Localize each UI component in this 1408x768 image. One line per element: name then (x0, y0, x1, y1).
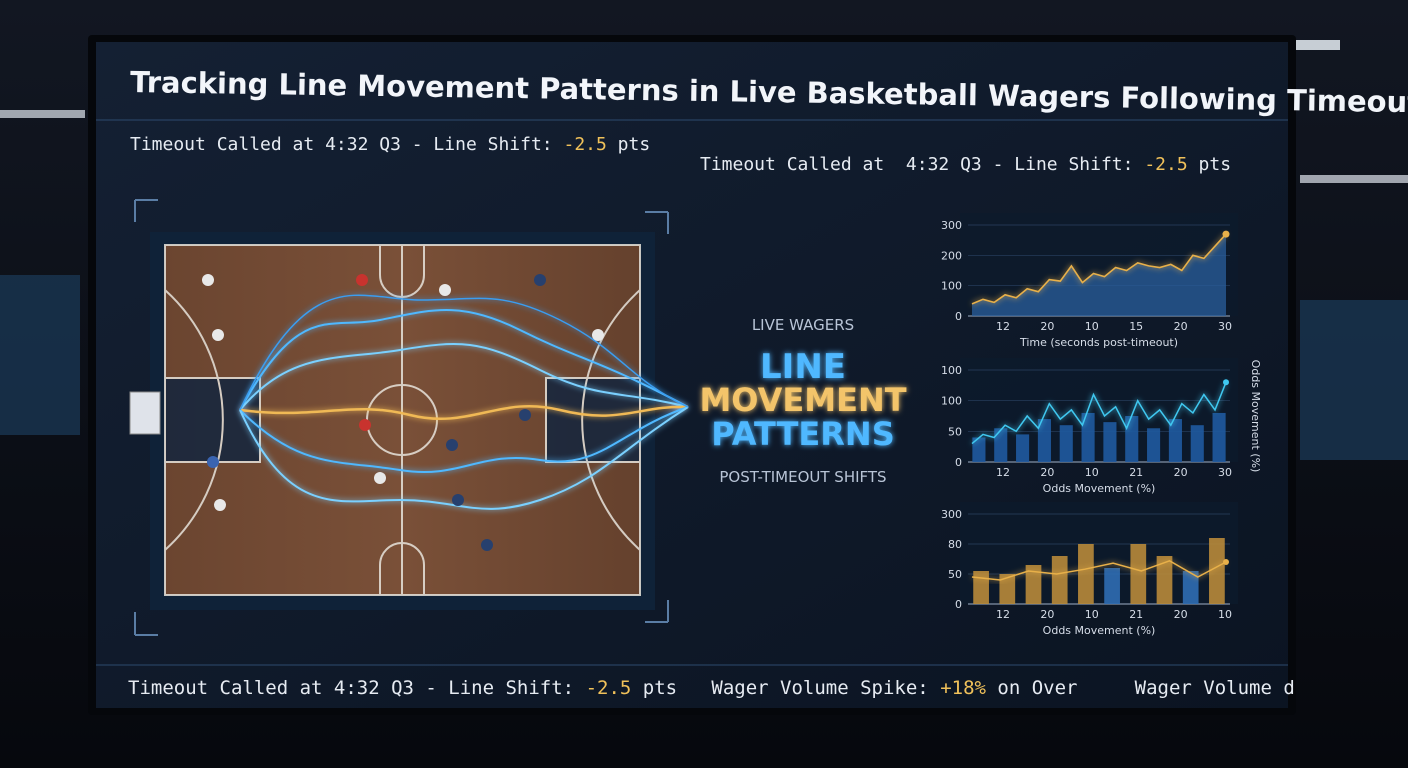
headline: PATTERNS (711, 415, 895, 453)
x-tick-label: 10 (1218, 608, 1232, 621)
ticker-text: Timeout Called at 4:32 Q3 - Line Shift: (130, 134, 563, 155)
y-tick-label: 0 (955, 310, 962, 323)
y-tick-label: 50 (948, 568, 962, 581)
bar (1130, 544, 1147, 604)
area (972, 234, 1226, 316)
ticker-text: pts (631, 677, 711, 699)
headline: MOVEMENT (699, 381, 906, 419)
ticker-text: Wager Volume d (1135, 677, 1295, 699)
ticker: Timeout Called at 4:32 Q3 - Line Shift: … (128, 677, 1295, 699)
y-tick-label: 100 (941, 280, 962, 293)
ticker: Timeout Called at 4:32 Q3 - Line Shift: … (700, 154, 1231, 175)
ticker-text: pts (607, 134, 650, 155)
bar (1190, 425, 1204, 462)
bar (1168, 419, 1182, 462)
bar (1212, 412, 1226, 462)
x-axis-label: Odds Movement (%) (1043, 482, 1156, 495)
x-axis-label: Odds Movement (%) (1043, 624, 1156, 637)
x-tick-label: 20 (1174, 320, 1188, 333)
x-tick-label: 30 (1218, 466, 1232, 479)
line (971, 382, 1227, 445)
bar (1103, 422, 1117, 462)
y-tick-label: 0 (955, 456, 962, 469)
bar (1209, 538, 1225, 604)
bar (1059, 425, 1073, 462)
backboard (129, 391, 161, 435)
x-tick-label: 30 (1218, 320, 1232, 333)
ticker-value: -2.5 (586, 677, 632, 699)
x-tick-label: 20 (1174, 466, 1188, 479)
x-tick-label: 10 (1085, 608, 1099, 621)
players (202, 274, 604, 551)
x-tick-label: 20 (1040, 608, 1054, 621)
x-tick-label: 20 (1040, 320, 1054, 333)
end-marker (1223, 559, 1229, 565)
x-tick-label: 20 (1174, 608, 1188, 621)
bar (1051, 556, 1068, 604)
background-monitor (0, 275, 80, 435)
end-marker (1223, 379, 1229, 386)
y-tick-label: 80 (948, 538, 962, 551)
bar (973, 571, 989, 604)
background-monitor (1300, 300, 1408, 460)
bar (1182, 571, 1199, 604)
line (971, 559, 1227, 581)
ceiling-light (1300, 175, 1408, 183)
bar (1037, 419, 1051, 462)
court-lines (164, 244, 641, 596)
frame-corners (134, 199, 669, 636)
x-tick-label: 10 (1085, 466, 1099, 479)
x-tick-label: 15 (1129, 320, 1143, 333)
x-tick-label: 12 (996, 466, 1010, 479)
ticker-value: +18% (940, 677, 986, 699)
y-tick-label: 200 (941, 249, 962, 262)
y-axis-label: Odds Movement (%) (1249, 360, 1262, 473)
y-tick-label: 300 (941, 508, 962, 521)
ticker-text: on Over (986, 677, 1135, 699)
ceiling-light (0, 110, 85, 118)
ticker-text: Wager Volume Spike: (711, 677, 940, 699)
bar (1125, 416, 1139, 462)
line (971, 233, 1227, 305)
bar (972, 437, 986, 462)
ticker-value: -2.5 (1144, 154, 1187, 175)
bar (1156, 556, 1173, 604)
y-tick-label: 100 (941, 364, 962, 377)
movement-trails (239, 294, 689, 510)
court-panel (129, 199, 689, 636)
caption: POST-TIMEOUT SHIFTS (719, 468, 886, 486)
y-tick-label: 100 (941, 395, 962, 408)
x-tick-label: 21 (1129, 608, 1143, 621)
x-tick-label: 12 (996, 608, 1010, 621)
ticker-value: -2.5 (563, 134, 606, 155)
bar (1016, 434, 1030, 462)
ticker-text: Timeout Called at 4:32 Q3 - Line Shift: (128, 677, 586, 699)
bar (999, 574, 1016, 604)
y-tick-label: 300 (941, 219, 962, 232)
bar (1078, 544, 1094, 604)
bar (1025, 565, 1042, 604)
bar (1081, 412, 1095, 462)
end-marker (1222, 230, 1230, 238)
x-tick-label: 20 (1040, 466, 1054, 479)
x-tick-label: 21 (1129, 466, 1143, 479)
ticker-text: Timeout Called at 4:32 Q3 - Line Shift: (700, 154, 1144, 175)
headline: LINE (760, 347, 846, 387)
x-tick-label: 12 (996, 320, 1010, 333)
x-axis-label: Time (seconds post-timeout) (1019, 336, 1178, 349)
y-tick-label: 0 (955, 598, 962, 611)
bar (1104, 568, 1120, 604)
ticker: Timeout Called at 4:32 Q3 - Line Shift: … (130, 134, 650, 155)
ticker-text: pts (1188, 154, 1231, 175)
bar (1147, 428, 1161, 462)
kicker: LIVE WAGERS (752, 316, 854, 334)
bar (994, 428, 1008, 462)
x-tick-label: 10 (1085, 320, 1099, 333)
y-tick-label: 50 (948, 425, 962, 438)
center-label: LIVE WAGERS LINE MOVEMENT PATTERNS POST-… (699, 316, 906, 486)
